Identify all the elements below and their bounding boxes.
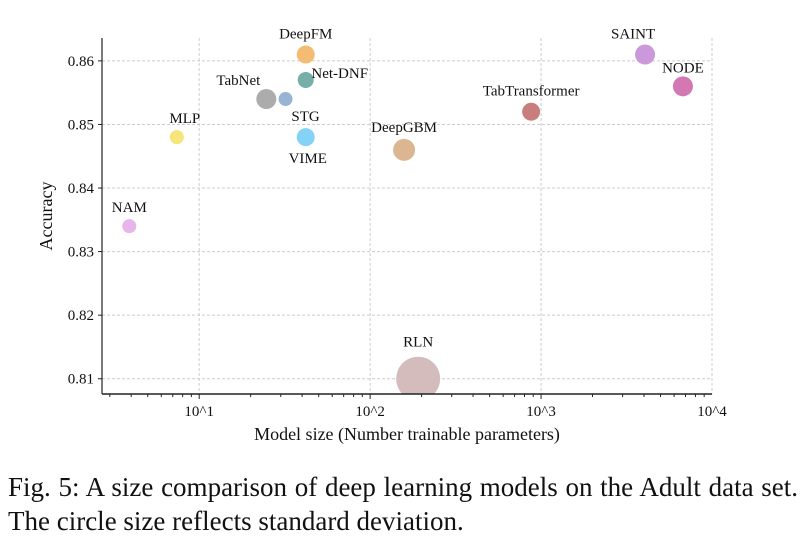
x-tick-label: 10^4 <box>697 404 727 420</box>
data-point-tabtransformer <box>522 102 541 121</box>
y-tick-label: 0.85 <box>68 117 94 133</box>
data-point-rln <box>396 356 441 394</box>
y-tick-label: 0.86 <box>68 54 95 70</box>
x-tick-label: 10^2 <box>355 404 385 420</box>
data-point-nam <box>122 219 137 234</box>
point-label: STG <box>291 109 320 125</box>
y-tick-label: 0.81 <box>68 372 94 388</box>
point-label: DeepFM <box>279 27 332 43</box>
y-tick-label: 0.82 <box>68 308 94 324</box>
point-label: RLN <box>403 335 433 351</box>
data-point-mlp <box>169 130 184 145</box>
data-point-vime <box>296 128 315 147</box>
data-point-node <box>672 76 693 97</box>
y-tick-label: 0.84 <box>68 181 95 197</box>
data-point-stg <box>278 92 293 107</box>
x-tick-label: 10^3 <box>526 404 556 420</box>
point-label: TabNet <box>216 73 261 89</box>
point-label: Net-DNF <box>311 66 368 82</box>
data-point-deepfm <box>296 45 315 64</box>
data-point-deepgbm <box>393 138 416 161</box>
point-label: DeepGBM <box>371 120 437 136</box>
point-label: NAM <box>112 200 147 216</box>
x-tick-label: 10^1 <box>184 404 214 420</box>
point-label: TabTransformer <box>483 84 580 100</box>
data-point-saint <box>635 44 656 65</box>
x-axis-label: Model size (Number trainable parameters) <box>254 424 560 445</box>
data-point-tabnet <box>256 89 277 110</box>
y-tick-label: 0.83 <box>68 245 94 261</box>
scatter-chart: NAM MLP TabNet STG DeepFM Net-DNF VIME DeepGBM R… <box>36 27 727 445</box>
data-point-net-dnf <box>297 71 314 88</box>
point-label: NODE <box>662 60 704 76</box>
point-label: VIME <box>289 151 327 167</box>
y-axis-label: Accuracy <box>36 182 56 251</box>
point-label: SAINT <box>611 27 655 43</box>
point-label: MLP <box>169 111 200 127</box>
figure-caption: Fig. 5: A size comparison of deep learni… <box>8 472 798 536</box>
